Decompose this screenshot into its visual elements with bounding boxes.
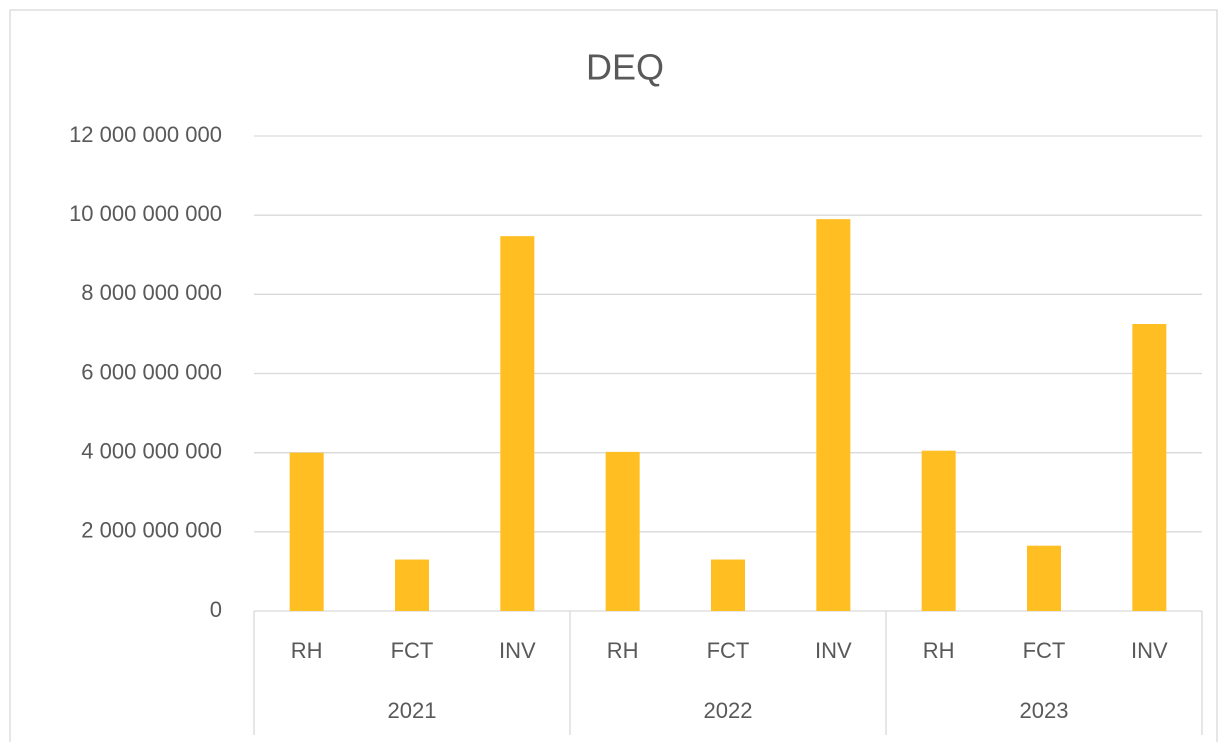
x-tick-label: RH bbox=[291, 638, 323, 663]
chart-frame bbox=[9, 9, 1218, 742]
y-tick-label: 0 bbox=[210, 597, 222, 622]
chart-title: DEQ bbox=[586, 47, 664, 88]
group-label: 2022 bbox=[704, 698, 753, 723]
bar bbox=[711, 559, 745, 611]
y-tick-label: 4 000 000 000 bbox=[81, 438, 222, 463]
x-tick-label: RH bbox=[607, 638, 639, 663]
x-tick-label: INV bbox=[1131, 638, 1168, 663]
y-tick-label: 10 000 000 000 bbox=[69, 201, 222, 226]
bar bbox=[921, 450, 956, 611]
x-tick-label: FCT bbox=[1023, 638, 1066, 663]
y-tick-label: 12 000 000 000 bbox=[69, 122, 222, 147]
bar bbox=[816, 219, 851, 611]
x-tick-label: RH bbox=[923, 638, 955, 663]
y-tick-label: 8 000 000 000 bbox=[81, 280, 222, 305]
bar bbox=[395, 559, 429, 611]
x-tick-label: FCT bbox=[707, 638, 750, 663]
group-label: 2021 bbox=[388, 698, 437, 723]
x-tick-label: INV bbox=[499, 638, 536, 663]
group-label: 2023 bbox=[1020, 698, 1069, 723]
y-tick-label: 6 000 000 000 bbox=[81, 359, 222, 384]
bar bbox=[605, 451, 640, 611]
x-tick-label: FCT bbox=[391, 638, 434, 663]
bar bbox=[289, 452, 324, 611]
x-tick-label: INV bbox=[815, 638, 852, 663]
bar bbox=[1027, 545, 1061, 611]
y-tick-label: 2 000 000 000 bbox=[81, 518, 222, 543]
bar bbox=[1132, 324, 1167, 611]
bar bbox=[500, 236, 535, 612]
